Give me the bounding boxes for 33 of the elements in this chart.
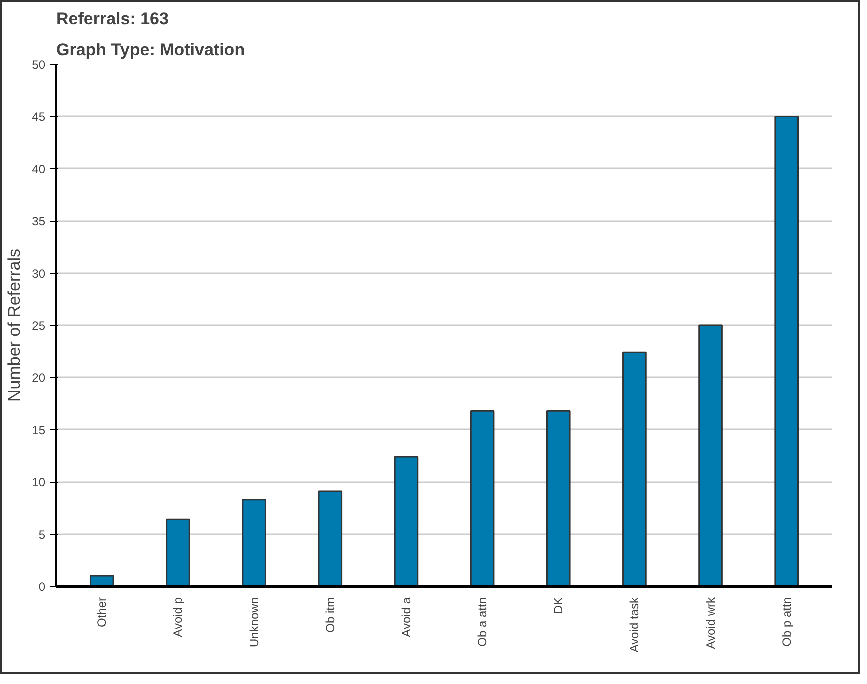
y-tick-label: 35 bbox=[32, 214, 46, 229]
x-tick-label: Ob a attn bbox=[476, 597, 490, 647]
chart-subtitle: Graph Type: Motivation bbox=[56, 40, 246, 60]
x-tick-label: Avoid p bbox=[171, 597, 186, 638]
x-tick-label: Ob itm bbox=[323, 597, 338, 633]
chart-title: Referrals: 163 bbox=[56, 10, 169, 28]
y-tick-label: 30 bbox=[32, 266, 46, 281]
x-tick-label: Unknown bbox=[247, 597, 262, 648]
y-tick-label: 10 bbox=[32, 476, 46, 490]
bar bbox=[698, 324, 723, 586]
x-tick-label: Avoid task bbox=[628, 596, 642, 653]
x-tick-label: Avoid a bbox=[399, 597, 414, 638]
y-tick-label: 25 bbox=[32, 319, 46, 333]
y-tick-label: 0 bbox=[38, 580, 46, 594]
bar bbox=[166, 518, 190, 586]
bar bbox=[242, 499, 266, 586]
bar bbox=[546, 410, 571, 586]
x-tick-label: Ob p attn bbox=[780, 597, 794, 647]
y-tick-label: 15 bbox=[32, 423, 46, 438]
bar bbox=[470, 410, 495, 586]
x-tick-label: DK bbox=[552, 598, 566, 614]
y-tick-label: 50 bbox=[32, 58, 46, 72]
y-tick-label: 45 bbox=[32, 110, 46, 124]
bar bbox=[394, 456, 419, 586]
y-axis-title: Number of Referrals bbox=[5, 248, 24, 402]
bar bbox=[318, 490, 343, 586]
bar bbox=[774, 116, 800, 586]
y-tick-label: 40 bbox=[32, 162, 46, 176]
x-tick-label: Avoid wrk bbox=[704, 596, 718, 650]
y-tick-label: 5 bbox=[38, 528, 46, 542]
y-tick-label: 20 bbox=[32, 371, 46, 386]
x-tick-label: Other bbox=[95, 597, 110, 628]
bar bbox=[622, 352, 647, 586]
